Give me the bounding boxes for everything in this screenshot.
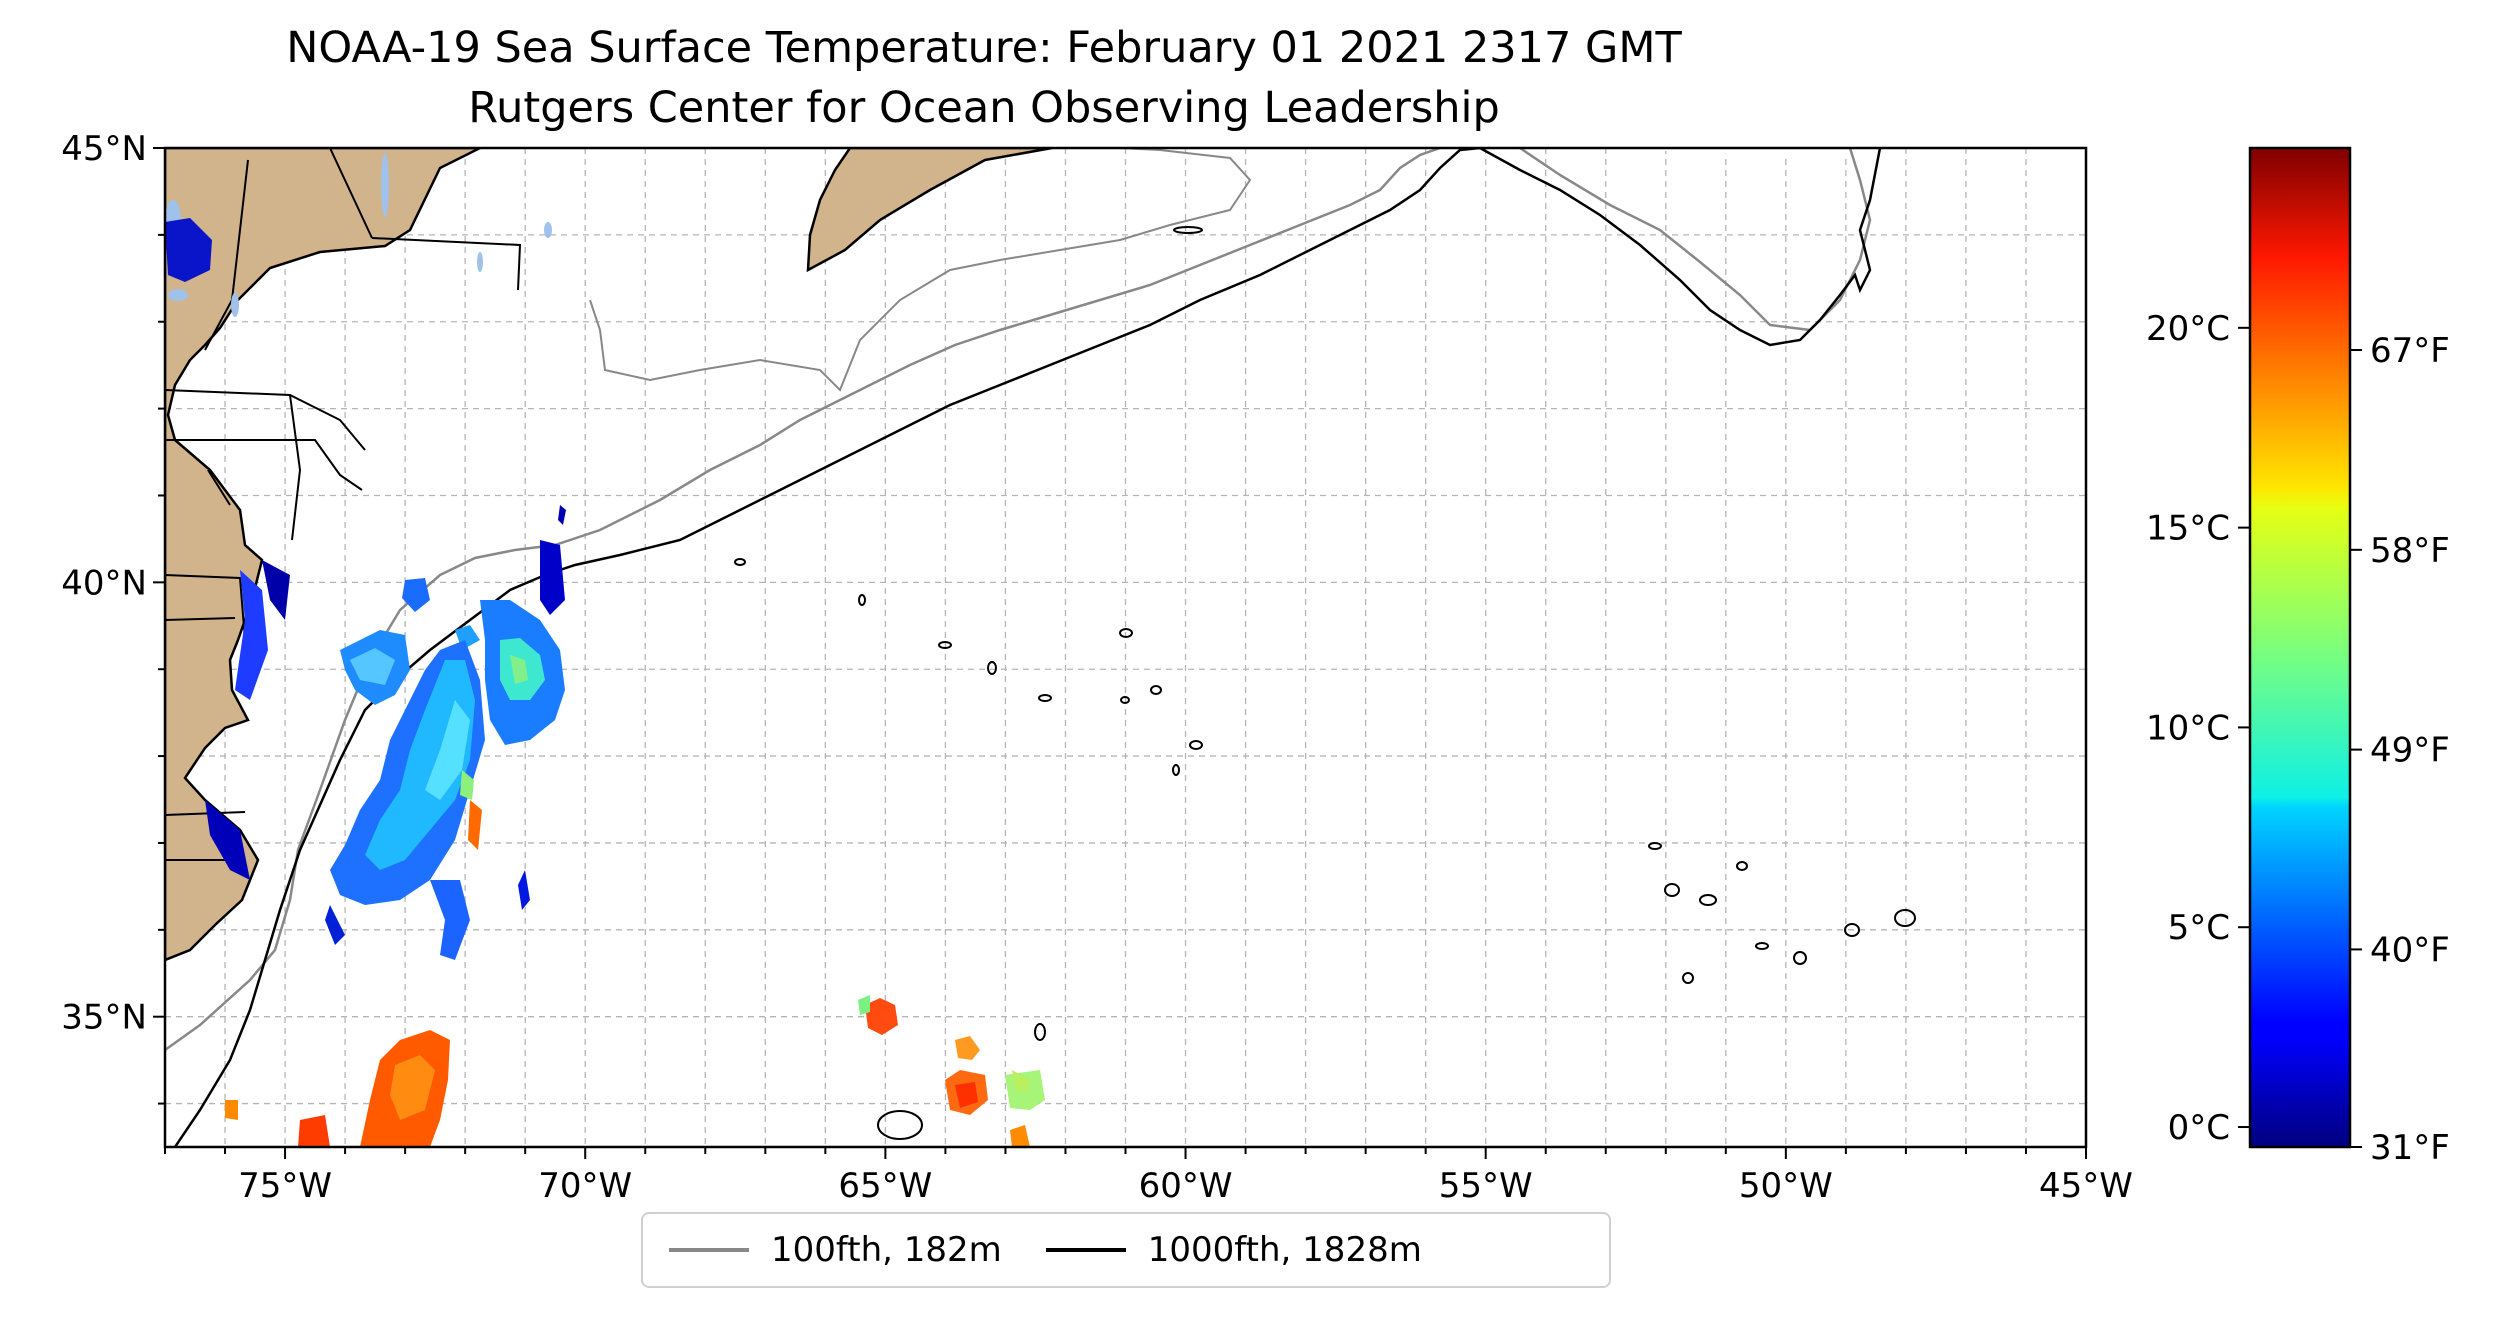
- colorbar-celsius-label: 20°C: [2146, 309, 2230, 349]
- colorbar-celsius-label: 0°C: [2168, 1108, 2230, 1148]
- y-tick-label: 35°N: [61, 998, 147, 1038]
- y-tick-label: 40°N: [61, 563, 147, 603]
- sst-pamlico-sound: [205, 800, 250, 880]
- x-tick-label: 65°W: [838, 1166, 932, 1206]
- x-tick-label: 75°W: [238, 1166, 332, 1206]
- sst-inland-patch: [165, 218, 212, 282]
- colorbar-celsius-label: 15°C: [2146, 509, 2230, 549]
- x-tick-label: 45°W: [2039, 1166, 2133, 1206]
- sst-bay-delaware: [262, 560, 290, 620]
- isobath-100fth-grand-banks: [1519, 148, 1872, 332]
- x-tick-label: 55°W: [1439, 1166, 1533, 1206]
- legend-swatch-black: [1045, 1248, 1126, 1252]
- sst-data: [225, 505, 1045, 1147]
- land-newfoundland: [1590, 148, 1880, 160]
- colorbar-fahrenheit-label: 40°F: [2370, 930, 2450, 970]
- gridlines: [165, 148, 2086, 1147]
- colorbar-fahrenheit-label: 31°F: [2370, 1128, 2450, 1168]
- colorbar-fahrenheit-label: 58°F: [2370, 531, 2450, 571]
- legend-label-1000fth: 1000fth, 1828m: [1147, 1230, 1422, 1270]
- seamounts: [734, 226, 1916, 1140]
- isobath-1000fth-east: [1479, 148, 1882, 347]
- legend-label-100fth: 100fth, 182m: [771, 1230, 1002, 1270]
- map-title: NOAA-19 Sea Surface Temperature: Februar…: [286, 23, 1682, 73]
- colorbar-celsius-label: 10°C: [2146, 708, 2230, 748]
- y-axis: 45°N 40°N 35°N: [61, 129, 165, 1105]
- isobath-1000fth: [173, 148, 1481, 1147]
- colorbar-celsius-label: 5°C: [2168, 908, 2230, 948]
- x-tick-label: 50°W: [1739, 1166, 1833, 1206]
- colorbar-fahrenheit-label: 49°F: [2370, 731, 2450, 771]
- sst-bay-chesapeake: [235, 570, 268, 700]
- legend-item-1000fth: 1000fth, 1828m: [1045, 1230, 1422, 1270]
- legend-swatch-gray: [669, 1248, 749, 1252]
- isobath-100fth-gulf-maine: [589, 148, 1252, 392]
- legend: 100fth, 182m 1000fth, 1828m: [641, 1212, 1611, 1288]
- legend-item-100fth: 100fth, 182m: [669, 1230, 1002, 1270]
- colorbar: [2248, 146, 2352, 1149]
- map-subtitle: Rutgers Center for Ocean Observing Leade…: [468, 83, 1500, 133]
- x-tick-label: 60°W: [1139, 1166, 1233, 1206]
- x-axis: 75°W 70°W 65°W 60°W 55°W 50°W 45°W: [164, 1147, 2133, 1206]
- isobath-100fth: [165, 148, 1441, 1052]
- colorbar-fahrenheit-ticks: 31°F 40°F 49°F 58°F 67°F: [2350, 331, 2450, 1168]
- y-tick-label: 45°N: [61, 129, 147, 169]
- colorbar-fahrenheit-label: 67°F: [2370, 331, 2450, 371]
- land-nova-scotia: [806, 148, 1053, 273]
- x-tick-label: 70°W: [538, 1166, 632, 1206]
- colorbar-celsius-ticks: 0°C 5°C 10°C 15°C 20°C: [2146, 309, 2250, 1148]
